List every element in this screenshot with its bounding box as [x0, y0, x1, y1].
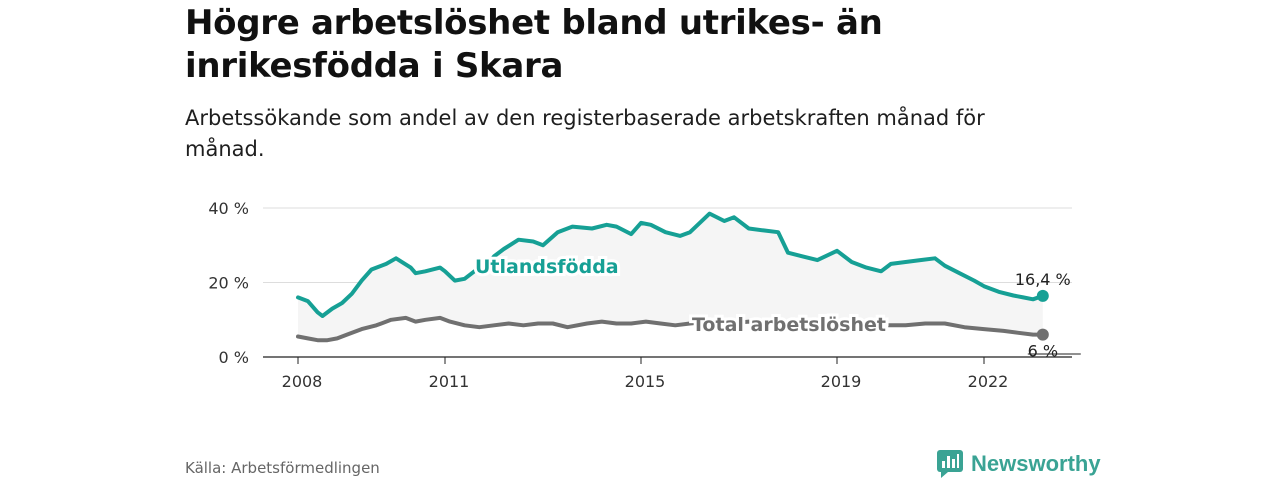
- series-line-total: [296, 315, 1045, 343]
- source-note: Källa: Arbetsförmedlingen: [185, 459, 380, 477]
- end-label-total: 6 %: [1028, 342, 1058, 361]
- newsworthy-chart-icon: [937, 450, 963, 478]
- x-tick-label-2015: 2015: [625, 372, 666, 391]
- x-tick-label-2022: 2022: [968, 372, 1009, 391]
- y-axis: 0 % 20 % 40 %: [208, 199, 249, 367]
- series-label-utlandsfodda: Utlandsfödda: [475, 256, 619, 278]
- chart-subtitle: Arbetssökande som andel av den registerb…: [185, 106, 985, 161]
- y-tick-label-20: 20 %: [208, 274, 249, 293]
- series-label-total: Total arbetslöshet: [692, 314, 886, 336]
- brand-name: Newsworthy: [971, 451, 1101, 476]
- x-tick-label-2008: 2008: [282, 372, 323, 391]
- y-tick-label-0: 0 %: [219, 348, 249, 367]
- chart-title: Högre arbetslöshet bland utrikes- än inr…: [185, 3, 883, 86]
- x-tick-label-2011: 2011: [429, 372, 470, 391]
- x-axis: 2008 2011 2015 2019 2022: [263, 356, 1072, 391]
- y-tick-label-40: 40 %: [208, 199, 249, 218]
- gap-area: [298, 213, 1043, 341]
- line-chart: 2008 2011 2015 2019 2022 0 % 20 % 40 % 16,4 % 6…: [208, 199, 1081, 391]
- series-line-utlandsfodda: [296, 211, 1045, 318]
- newsworthy-logo: Newsworthy: [937, 449, 1101, 479]
- x-tick-label-2019: 2019: [821, 372, 862, 391]
- end-point-total: [1036, 328, 1049, 341]
- series-layer: [296, 211, 1049, 343]
- end-label-utlandsfodda: 16,4 %: [1015, 270, 1071, 289]
- end-point-utlandsfodda: [1036, 289, 1049, 302]
- series-labels: 16,4 % 6 % Utlandsfödda Total arbetslöshet: [472, 253, 1081, 361]
